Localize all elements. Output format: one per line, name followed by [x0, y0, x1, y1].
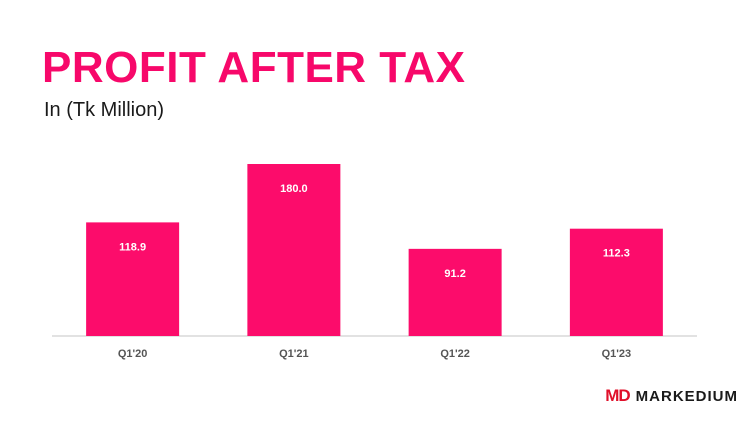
- data-label-3: 112.3: [603, 248, 630, 260]
- brand-logo: MD MARKEDIUM: [605, 386, 738, 406]
- x-tick-label-2: Q1'22: [440, 348, 470, 360]
- data-label-0: 118.9: [119, 241, 146, 253]
- bar-2: [408, 248, 502, 336]
- bar-0: [86, 222, 180, 336]
- x-tick-label-3: Q1'23: [602, 348, 632, 360]
- data-label-2: 91.2: [444, 268, 465, 280]
- data-label-1: 180.0: [280, 183, 308, 195]
- brand-name: MARKEDIUM: [635, 387, 738, 405]
- chart-subtitle: In (Tk Million): [44, 99, 165, 121]
- markedium-logo-icon: MD: [605, 386, 630, 405]
- x-tick-label-1: Q1'21: [279, 348, 309, 360]
- chart-title: PROFIT AFTER TAX: [42, 43, 466, 92]
- x-tick-label-0: Q1'20: [118, 348, 148, 360]
- bar-1: [247, 164, 341, 336]
- bar-3: [569, 228, 663, 336]
